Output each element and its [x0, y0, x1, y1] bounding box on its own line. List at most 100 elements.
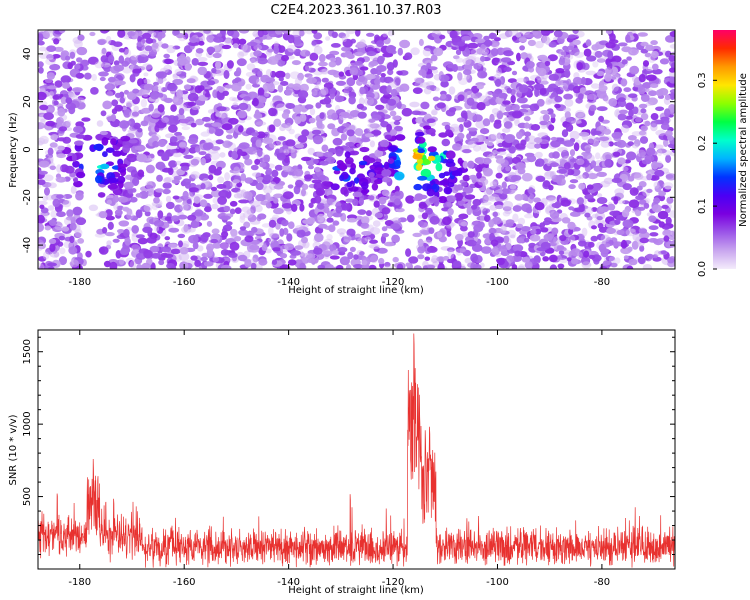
- heatmap-cell: [646, 171, 653, 181]
- heatmap-cell: [367, 224, 375, 233]
- heatmap-cell: [332, 220, 340, 226]
- heatmap-cell: [371, 114, 382, 121]
- heatmap-cell: [216, 184, 227, 189]
- heatmap-cell: [284, 89, 292, 96]
- heatmap-cell: [38, 242, 46, 250]
- heatmap-cell: [576, 119, 587, 128]
- heatmap-cell: [273, 140, 282, 146]
- heatmap-cell: [605, 154, 612, 161]
- heatmap-cell: [558, 50, 567, 59]
- heatmap-cell: [356, 103, 364, 110]
- heatmap-cell: [359, 39, 366, 45]
- heatmap-cell: [383, 265, 393, 269]
- heatmap-cell: [218, 86, 225, 93]
- heatmap-cell: [167, 243, 178, 248]
- heatmap-cell: [640, 113, 649, 121]
- heatmap-cell: [203, 193, 214, 199]
- heatmap-cell: [273, 184, 284, 190]
- heatmap-cell: [197, 57, 208, 62]
- heatmap-cell: [145, 37, 154, 44]
- heatmap-cell: [114, 80, 126, 86]
- heatmap-cell: [284, 243, 295, 251]
- heatmap-cell: [143, 204, 153, 212]
- heatmap-cell: [425, 207, 433, 215]
- heatmap-cell: [224, 38, 234, 46]
- heatmap-cell: [252, 30, 260, 37]
- heatmap-cell: [38, 170, 48, 175]
- heatmap-cell: [212, 52, 222, 59]
- heatmap-cell: [317, 213, 328, 220]
- heatmap-cell: [527, 188, 536, 194]
- heatmap-cell: [547, 197, 557, 203]
- heatmap-cell: [172, 152, 182, 158]
- heatmap-cell: [634, 117, 642, 123]
- heatmap-cell: [265, 201, 272, 209]
- heatmap-cell: [253, 50, 262, 57]
- heatmap-cell: [382, 52, 394, 58]
- heatmap-cell: [639, 199, 647, 205]
- heatmap-cell: [592, 61, 599, 68]
- heatmap-cell: [482, 151, 493, 158]
- heatmap-cell: [98, 211, 108, 219]
- heatmap-cell: [161, 43, 169, 49]
- heatmap-cell: [336, 264, 344, 269]
- heatmap-cell: [451, 126, 461, 135]
- heatmap-cell: [355, 237, 362, 242]
- heatmap-cell: [412, 232, 423, 238]
- heatmap-cell: [576, 158, 585, 166]
- heatmap-cell: [425, 81, 435, 87]
- heatmap-cell: [369, 227, 381, 235]
- heatmap-cell: [200, 183, 206, 190]
- heatmap-cell: [669, 76, 675, 84]
- figure-title: C2E4.2023.361.10.37.R03: [270, 3, 441, 18]
- heatmap-cell: [631, 172, 642, 179]
- heatmap-cell: [664, 108, 671, 118]
- heatmap-cell: [524, 213, 534, 219]
- heatmap-cell: [639, 136, 649, 144]
- heatmap-cell: [297, 90, 309, 99]
- heatmap-cell: [69, 235, 75, 244]
- heatmap-cell: [191, 105, 200, 111]
- heatmap-cell: [94, 232, 106, 238]
- heatmap-cell: [246, 63, 256, 71]
- heatmap-cell: [176, 89, 184, 98]
- heatmap-cell: [172, 96, 184, 106]
- heatmap-cell: [324, 264, 334, 269]
- heatmap-cell: [511, 110, 523, 119]
- heatmap-cell: [488, 32, 497, 40]
- heatmap-cell: [364, 133, 374, 138]
- heatmap-cell: [226, 30, 234, 37]
- heatmap-cell: [117, 163, 128, 169]
- heatmap-cell: [479, 206, 487, 212]
- heatmap-cell: [371, 183, 379, 191]
- heatmap-cell: [490, 48, 499, 57]
- heatmap-cell: [283, 148, 290, 156]
- heatmap-cell: [518, 84, 529, 93]
- heatmap-cell: [627, 246, 633, 252]
- heatmap-cell: [38, 223, 44, 233]
- heatmap-cell: [178, 252, 190, 262]
- heatmap-cell: [367, 194, 379, 202]
- heatmap-cell: [446, 230, 452, 237]
- heatmap-cell: [511, 156, 522, 165]
- heatmap-cell: [655, 129, 666, 136]
- heatmap-cell: [595, 152, 601, 160]
- heatmap-cell: [215, 112, 221, 117]
- spectrogram-ytick-label: -40: [22, 237, 33, 253]
- heatmap-cell: [258, 44, 269, 51]
- heatmap-cell: [238, 102, 249, 111]
- heatmap-cell: [150, 252, 162, 259]
- heatmap-cell: [317, 264, 326, 269]
- heatmap-cell: [229, 96, 237, 102]
- heatmap-cell: [480, 55, 486, 62]
- heatmap-cell: [590, 235, 598, 242]
- heatmap-cell: [136, 41, 144, 47]
- heatmap-cell: [274, 30, 283, 35]
- heatmap-cell: [344, 86, 353, 92]
- heatmap-cell: [303, 252, 313, 259]
- heatmap-cell: [88, 204, 99, 212]
- heatmap-cell: [581, 227, 588, 237]
- heatmap-cell: [229, 200, 238, 207]
- heatmap-cell: [346, 181, 353, 188]
- heatmap-cell: [239, 215, 246, 224]
